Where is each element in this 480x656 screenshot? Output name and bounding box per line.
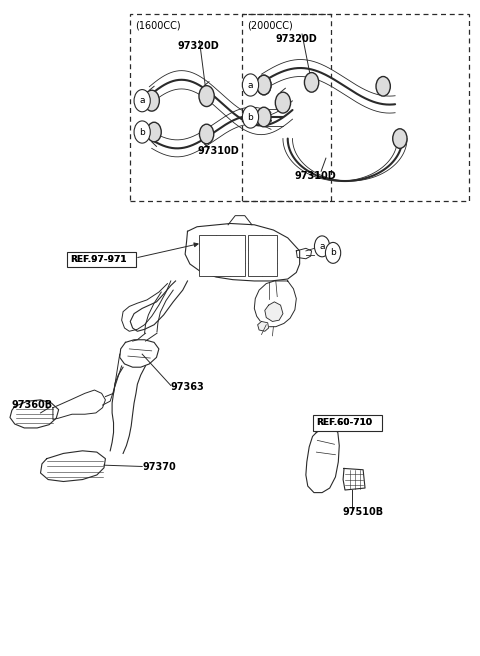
Text: REF.97-971: REF.97-971 — [71, 255, 127, 264]
Text: 97360B: 97360B — [12, 400, 53, 410]
Text: REF.97-971: REF.97-971 — [71, 255, 127, 264]
Circle shape — [257, 75, 271, 95]
Circle shape — [242, 74, 259, 96]
FancyBboxPatch shape — [67, 251, 136, 267]
Bar — [242, 14, 469, 201]
Text: REF.60-710: REF.60-710 — [316, 419, 372, 427]
Polygon shape — [254, 281, 296, 327]
Bar — [130, 14, 331, 201]
FancyBboxPatch shape — [312, 415, 382, 430]
Text: b: b — [330, 249, 336, 257]
Text: a: a — [319, 242, 325, 251]
Text: 97310D: 97310D — [295, 171, 336, 181]
Circle shape — [314, 236, 330, 256]
Circle shape — [144, 91, 159, 111]
Polygon shape — [10, 400, 59, 428]
Circle shape — [147, 122, 161, 142]
Circle shape — [199, 86, 214, 106]
FancyBboxPatch shape — [199, 236, 245, 276]
Text: 97320D: 97320D — [178, 41, 220, 51]
Circle shape — [276, 92, 290, 113]
Text: a: a — [139, 96, 145, 105]
Text: 97370: 97370 — [142, 462, 176, 472]
FancyBboxPatch shape — [248, 236, 277, 276]
Text: (2000CC): (2000CC) — [247, 21, 293, 31]
Circle shape — [257, 75, 271, 95]
Circle shape — [376, 77, 390, 96]
Polygon shape — [343, 468, 365, 490]
Circle shape — [325, 243, 341, 263]
Text: 97320D: 97320D — [276, 34, 318, 44]
Text: REF.60-710: REF.60-710 — [316, 419, 372, 427]
Polygon shape — [306, 427, 339, 493]
Polygon shape — [120, 340, 159, 367]
Polygon shape — [40, 451, 106, 482]
Text: b: b — [248, 113, 253, 121]
Circle shape — [134, 90, 150, 112]
Polygon shape — [53, 390, 106, 419]
Polygon shape — [185, 224, 300, 281]
Text: b: b — [139, 127, 145, 136]
Circle shape — [257, 107, 271, 127]
Polygon shape — [265, 302, 283, 321]
Circle shape — [393, 129, 407, 148]
Polygon shape — [258, 321, 269, 331]
Text: 97363: 97363 — [171, 382, 204, 392]
Text: (1600CC): (1600CC) — [135, 21, 180, 31]
Circle shape — [199, 124, 214, 144]
Circle shape — [304, 73, 319, 92]
Circle shape — [134, 121, 150, 143]
Circle shape — [242, 106, 259, 128]
Text: 97310D: 97310D — [197, 146, 239, 156]
Text: a: a — [248, 81, 253, 89]
Text: 97510B: 97510B — [343, 508, 384, 518]
